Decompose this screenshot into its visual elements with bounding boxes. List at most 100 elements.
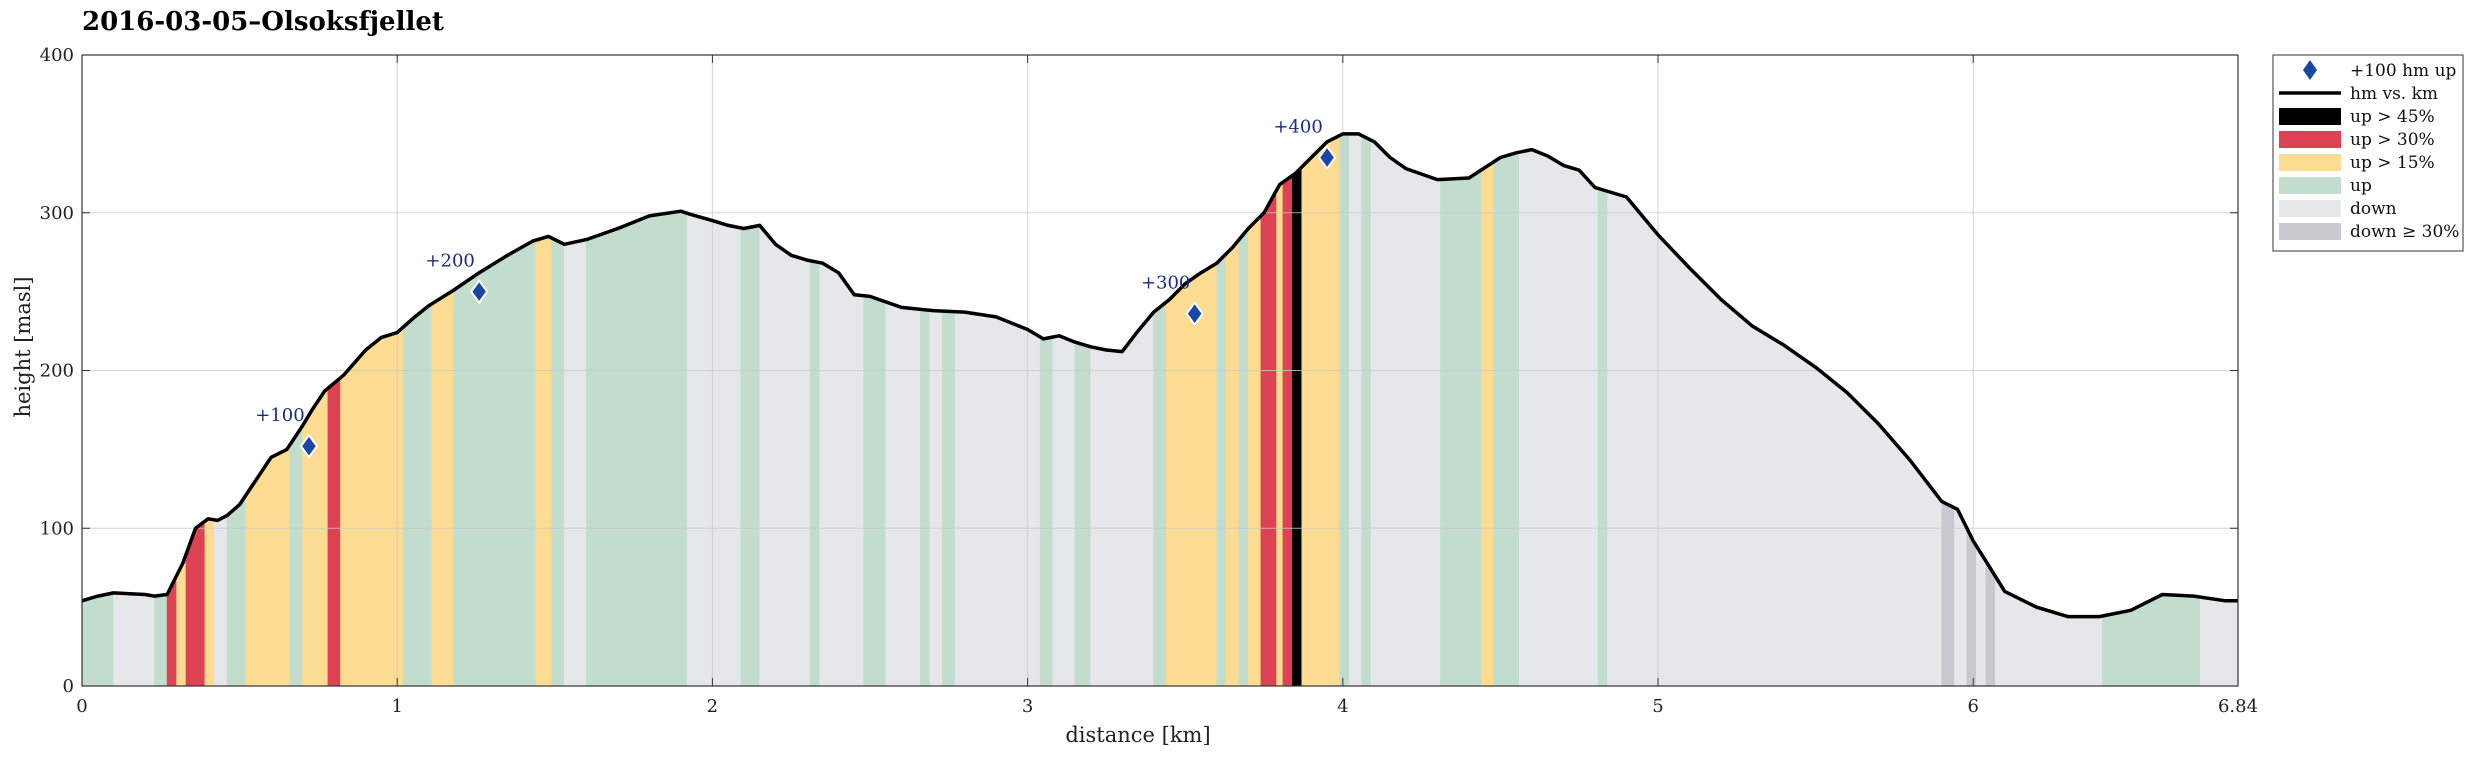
x-tick-label-7: 6.84 <box>2218 696 2258 717</box>
segment-down-48 <box>1348 133 1362 687</box>
segment-up-16 <box>453 239 537 687</box>
segment-down-62 <box>1995 575 2103 687</box>
legend-symbol-up45 <box>2279 108 2341 125</box>
milestone-marker-1 <box>469 278 489 305</box>
legend-symbol-milestone <box>2303 60 2317 80</box>
x-tick-label-3: 3 <box>1022 696 1033 717</box>
segment-up-51 <box>1440 169 1482 687</box>
segment-down-64 <box>2199 596 2239 687</box>
legend-label-up30: up > 30% <box>2350 130 2435 150</box>
legend-label-up15: up > 15% <box>2350 153 2435 173</box>
segment-up45-45 <box>1292 166 1303 687</box>
chart-title: 2016-03-05–Olsoksfjellet <box>82 7 444 37</box>
segment-up15-52 <box>1481 161 1495 687</box>
segment-up-10 <box>289 424 303 687</box>
legend-label-line: hm vs. km <box>2350 84 2438 104</box>
y-tick-label-1: 100 <box>40 518 74 539</box>
segment-up-38 <box>1216 253 1227 687</box>
milestone-markers: +100 +200 +300 +400 <box>255 117 1337 459</box>
segment-down30-61 <box>1985 560 1996 687</box>
segment-up-22 <box>740 225 760 687</box>
segment-up-2 <box>154 594 168 687</box>
segment-down-25 <box>819 262 864 687</box>
milestone-marker-3 <box>1317 144 1337 171</box>
segment-up15-9 <box>245 443 291 687</box>
milestone-marker-2 <box>1185 301 1204 327</box>
segment-down-60 <box>1976 544 1987 687</box>
x-tick-label-4: 4 <box>1337 696 1348 717</box>
segment-up-55 <box>1597 188 1608 687</box>
segment-up-28 <box>920 308 931 687</box>
segment-up-14 <box>403 303 433 687</box>
segment-down-23 <box>759 224 811 687</box>
segment-up-32 <box>1039 336 1054 687</box>
x-axis-label: distance [km] <box>1065 723 1210 747</box>
segment-up-47 <box>1339 133 1350 687</box>
segment-up-18 <box>551 237 565 687</box>
y-tick-label-2: 200 <box>40 361 74 382</box>
segment-up-63 <box>2102 594 2201 687</box>
segment-up15-11 <box>302 387 329 687</box>
legend-box <box>2272 54 2464 252</box>
segment-up15-41 <box>1248 215 1262 687</box>
legend-label-up: up <box>2350 176 2372 196</box>
segment-down-1 <box>113 592 155 687</box>
segment-down-27 <box>885 301 921 687</box>
axes: 0 1 2 3 4 5 6 6.84 0 100 200 300 400 <box>40 45 2258 717</box>
segment-down-29 <box>929 309 943 687</box>
segment-up-36 <box>1153 301 1167 687</box>
legend-label-up45: up > 45% <box>2350 107 2435 127</box>
segment-down-7 <box>214 515 228 687</box>
segment-up30-42 <box>1260 189 1277 687</box>
segment-up15-37 <box>1166 262 1217 687</box>
legend-label-down: down <box>2350 199 2397 219</box>
milestone-label-3: +400 <box>1273 117 1322 138</box>
legend-label-milestone: +100 hm up <box>2350 61 2457 81</box>
gradient-segments <box>81 133 2239 687</box>
x-tick-label-6: 6 <box>1968 696 1979 717</box>
segment-up15-17 <box>535 236 552 687</box>
segment-down-19 <box>564 239 587 687</box>
segment-up30-12 <box>327 377 341 687</box>
segment-down-58 <box>1954 507 1968 687</box>
segment-up15-6 <box>204 518 215 687</box>
segment-up-34 <box>1074 341 1091 687</box>
segment-down30-57 <box>1941 500 1955 687</box>
segment-up15-15 <box>431 289 455 687</box>
segment-down-54 <box>1519 149 1599 687</box>
y-axis-label: height [masl] <box>11 276 35 417</box>
milestone-label-1: +200 <box>425 251 474 272</box>
segment-up30-44 <box>1282 174 1293 687</box>
x-tick-label-5: 5 <box>1652 696 1663 717</box>
legend-symbol-down <box>2279 200 2341 217</box>
x-tick-label-2: 2 <box>707 696 718 717</box>
segment-down30-59 <box>1966 528 1977 687</box>
segment-up15-13 <box>340 326 404 687</box>
segment-up-0 <box>81 592 114 687</box>
segment-down-35 <box>1090 311 1154 687</box>
segment-up15-46 <box>1301 135 1340 687</box>
segment-up-30 <box>942 310 956 687</box>
segment-up-26 <box>863 295 887 687</box>
x-tick-label-0: 0 <box>76 696 87 717</box>
segment-up-49 <box>1361 135 1372 687</box>
legend-symbol-up15 <box>2279 154 2341 171</box>
segment-up15-43 <box>1276 181 1284 687</box>
milestone-marker-0 <box>299 433 319 459</box>
segment-down-50 <box>1370 139 1441 687</box>
legend-symbol-up <box>2279 177 2341 194</box>
segment-down-21 <box>686 212 742 687</box>
legend-symbol-down30 <box>2279 223 2341 240</box>
y-tick-label-3: 300 <box>40 203 74 224</box>
segment-up-24 <box>809 260 820 687</box>
legend-label-down30: down ≥ 30% <box>2350 222 2459 242</box>
y-tick-label-4: 400 <box>40 45 74 66</box>
segment-up-20 <box>586 210 688 687</box>
x-tick-label-1: 1 <box>391 696 402 717</box>
milestone-label-0: +100 <box>255 405 304 426</box>
segment-down-33 <box>1052 335 1076 687</box>
elevation-line <box>81 132 2238 619</box>
segment-up-53 <box>1493 151 1520 687</box>
milestone-label-2: +300 <box>1141 273 1190 294</box>
